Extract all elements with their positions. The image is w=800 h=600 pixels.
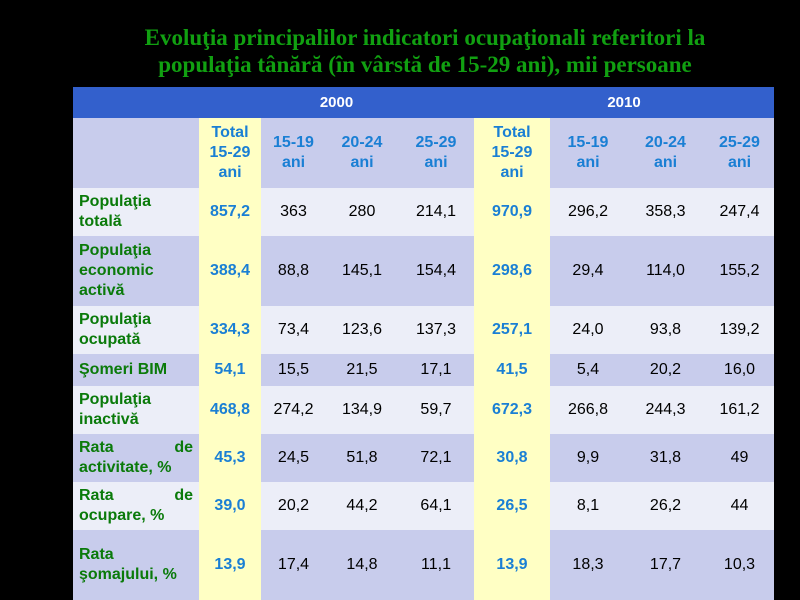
table-cell: 18,3 <box>550 530 626 600</box>
year-header-row: 2000 2010 <box>73 87 774 118</box>
column-header: 25-29 ani <box>705 118 774 188</box>
table-cell: 93,8 <box>626 306 705 354</box>
table-cell: 139,2 <box>705 306 774 354</box>
column-header: 25-29 ani <box>398 118 474 188</box>
header-empty <box>73 118 199 188</box>
table-cell: 17,4 <box>261 530 326 600</box>
table-cell: 41,5 <box>474 354 550 386</box>
row-label: Şomeri BIM <box>73 354 199 386</box>
table-cell: 29,4 <box>550 236 626 306</box>
table-cell: 134,9 <box>326 386 398 434</box>
table-cell: 54,1 <box>199 354 261 386</box>
corner-cell <box>73 87 199 118</box>
table-cell: 298,6 <box>474 236 550 306</box>
row-label: Populaţia inactivă <box>73 386 199 434</box>
table-cell: 145,1 <box>326 236 398 306</box>
table-cell: 44 <box>705 482 774 530</box>
table-cell: 13,9 <box>474 530 550 600</box>
table-cell: 114,0 <box>626 236 705 306</box>
table-cell: 8,1 <box>550 482 626 530</box>
table-cell: 358,3 <box>626 188 705 236</box>
table-cell: 274,2 <box>261 386 326 434</box>
table-row: Populaţia ocupată 334,3 73,4 123,6 137,3 257,… <box>73 306 774 354</box>
title-line-2: populaţia tânără (în vârstă de 15-29 ani… <box>158 52 692 77</box>
column-header: 20-24 ani <box>326 118 398 188</box>
row-label: Rata de activitate, % <box>73 434 199 482</box>
row-label: Populaţia ocupată <box>73 306 199 354</box>
table-cell: 14,8 <box>326 530 398 600</box>
table-cell: 59,7 <box>398 386 474 434</box>
table-cell: 9,9 <box>550 434 626 482</box>
table-cell: 73,4 <box>261 306 326 354</box>
year-2000: 2000 <box>199 87 474 118</box>
indicators-table: 2000 2010 Total 15-29 ani 15-19 ani 20-24 … <box>73 87 774 600</box>
table-cell: 72,1 <box>398 434 474 482</box>
table-cell: 10,3 <box>705 530 774 600</box>
page-title: Evoluţia principalilor indicatori ocupaţ… <box>75 24 775 78</box>
table-row: Populaţia totală 857,2 363 280 214,1 970,9 296… <box>73 188 774 236</box>
year-2010: 2010 <box>474 87 774 118</box>
table-cell: 20,2 <box>626 354 705 386</box>
table-cell: 11,1 <box>398 530 474 600</box>
table-row: Rata şomajului, % 13,9 17,4 14,8 11,1 13,9 18,… <box>73 530 774 600</box>
table-cell: 5,4 <box>550 354 626 386</box>
table-cell: 45,3 <box>199 434 261 482</box>
row-label: Rata şomajului, % <box>73 530 199 600</box>
table-cell: 123,6 <box>326 306 398 354</box>
table-cell: 296,2 <box>550 188 626 236</box>
column-header-row: Total 15-29 ani 15-19 ani 20-24 ani 25-29 a… <box>73 118 774 188</box>
table-cell: 24,0 <box>550 306 626 354</box>
table-cell: 137,3 <box>398 306 474 354</box>
column-header: Total 15-29 ani <box>474 118 550 188</box>
table-cell: 154,4 <box>398 236 474 306</box>
table-row: Populaţia inactivă 468,8 274,2 134,9 59,7 672… <box>73 386 774 434</box>
table-cell: 39,0 <box>199 482 261 530</box>
row-label: Rata de ocupare, % <box>73 482 199 530</box>
table-cell: 51,8 <box>326 434 398 482</box>
table-row: Şomeri BIM 54,1 15,5 21,5 17,1 41,5 5,4 20,2 16,… <box>73 354 774 386</box>
column-header: 15-19 ani <box>550 118 626 188</box>
table-cell: 64,1 <box>398 482 474 530</box>
table-cell: 20,2 <box>261 482 326 530</box>
table-cell: 26,2 <box>626 482 705 530</box>
table-cell: 161,2 <box>705 386 774 434</box>
table-row: Rata de ocupare, % 39,0 20,2 44,2 64,1 26,5 8,… <box>73 482 774 530</box>
table-cell: 970,9 <box>474 188 550 236</box>
table-cell: 21,5 <box>326 354 398 386</box>
table-cell: 155,2 <box>705 236 774 306</box>
table-cell: 16,0 <box>705 354 774 386</box>
table-cell: 214,1 <box>398 188 474 236</box>
table-cell: 15,5 <box>261 354 326 386</box>
table-cell: 468,8 <box>199 386 261 434</box>
table-cell: 26,5 <box>474 482 550 530</box>
column-header: Total 15-29 ani <box>199 118 261 188</box>
table-cell: 257,1 <box>474 306 550 354</box>
table-row: Rata de activitate, % 45,3 24,5 51,8 72,1 30,… <box>73 434 774 482</box>
table-cell: 17,7 <box>626 530 705 600</box>
column-header: 20-24 ani <box>626 118 705 188</box>
table-cell: 44,2 <box>326 482 398 530</box>
column-header: 15-19 ani <box>261 118 326 188</box>
row-label: Populaţia totală <box>73 188 199 236</box>
table-cell: 388,4 <box>199 236 261 306</box>
table-cell: 672,3 <box>474 386 550 434</box>
table-cell: 363 <box>261 188 326 236</box>
table-cell: 244,3 <box>626 386 705 434</box>
table-cell: 30,8 <box>474 434 550 482</box>
table-cell: 334,3 <box>199 306 261 354</box>
table-row: Populaţia economic activă 388,4 88,8 145,1 1… <box>73 236 774 306</box>
table-cell: 13,9 <box>199 530 261 600</box>
table-cell: 857,2 <box>199 188 261 236</box>
table-cell: 247,4 <box>705 188 774 236</box>
table-cell: 49 <box>705 434 774 482</box>
row-label: Populaţia economic activă <box>73 236 199 306</box>
table-cell: 17,1 <box>398 354 474 386</box>
title-line-1: Evoluţia principalilor indicatori ocupaţ… <box>144 25 706 50</box>
table-cell: 280 <box>326 188 398 236</box>
table-cell: 31,8 <box>626 434 705 482</box>
table-cell: 266,8 <box>550 386 626 434</box>
table-cell: 24,5 <box>261 434 326 482</box>
table-cell: 88,8 <box>261 236 326 306</box>
